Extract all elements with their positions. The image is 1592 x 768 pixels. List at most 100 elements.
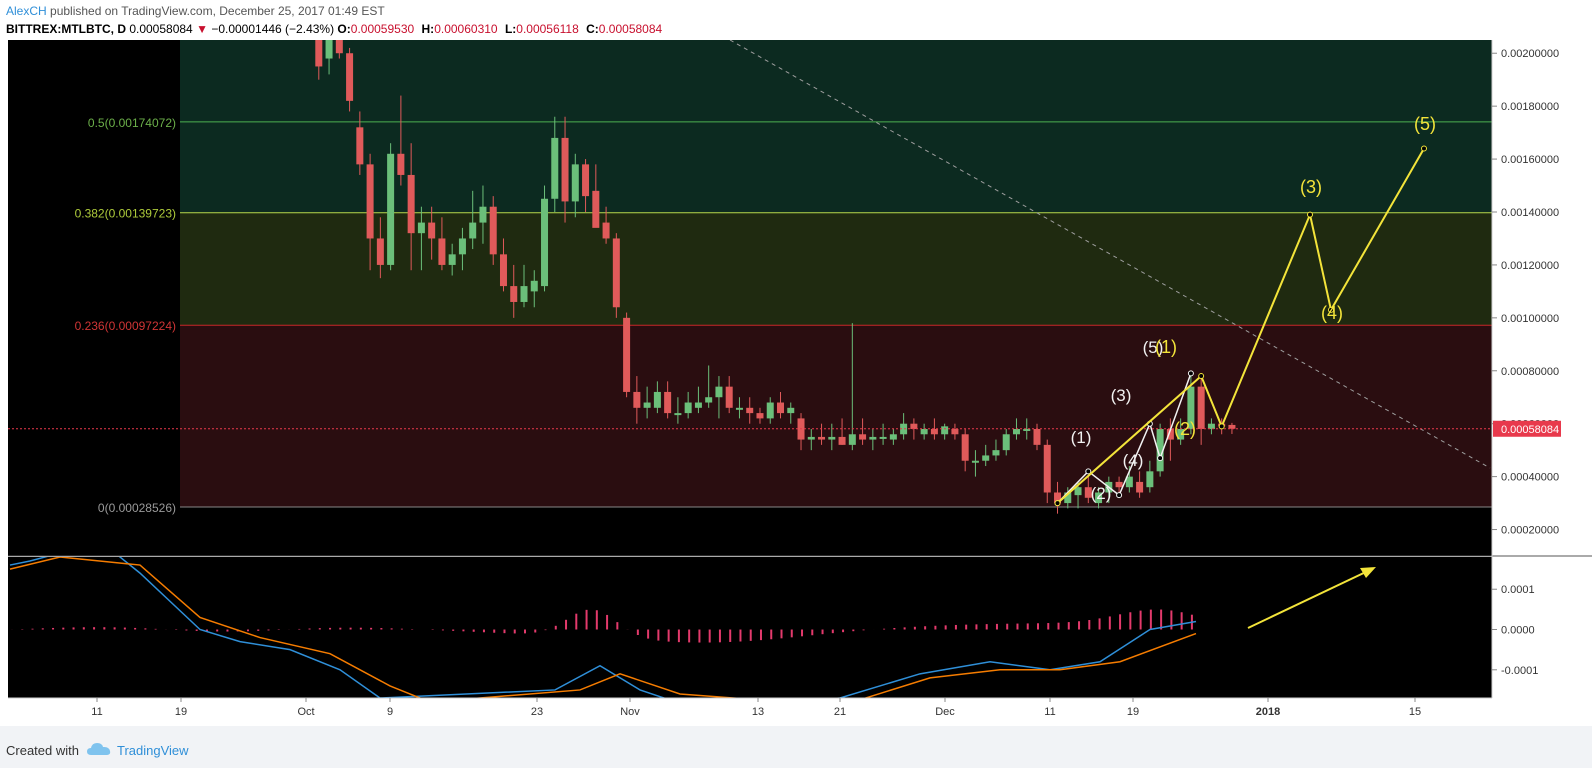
candle-body: [664, 391, 672, 414]
time-tick-label: 19: [1127, 706, 1139, 718]
candle-body: [1177, 428, 1185, 440]
yellow-wave-path: [1056, 147, 1425, 504]
price-tick-label: 0.00120000: [1501, 260, 1559, 272]
time-tick-label: 15: [1409, 706, 1421, 718]
time-tick-label: 21: [834, 706, 846, 718]
candle-body: [889, 434, 897, 440]
wave-point: [1116, 492, 1123, 499]
published-text: published on TradingView.com, December 2…: [50, 4, 385, 18]
candle-body: [859, 434, 867, 440]
open-value: 0.00059530: [350, 22, 415, 36]
wave-label-yellow: (3): [1300, 177, 1322, 197]
price-tick-label: 0.00040000: [1501, 472, 1559, 484]
macd-tick-label: -0.0001: [1501, 665, 1538, 677]
signal-line: [9, 557, 1197, 698]
time-tick-label: Nov: [620, 706, 640, 718]
candle-body: [315, 40, 323, 67]
last-price-tag-text: 0.00058084: [1501, 424, 1559, 436]
candle-body: [1033, 428, 1041, 445]
macd-tick-label: 0.0001: [1501, 584, 1535, 596]
candle-body: [705, 397, 713, 403]
candle-body: [551, 137, 559, 199]
fib-zone-lower: [180, 325, 1492, 507]
candle-body: [407, 174, 415, 234]
candle-body: [1043, 444, 1051, 493]
trend-line: [729, 40, 1491, 469]
candle-body: [520, 286, 528, 302]
price-tick-label: 0.00160000: [1501, 154, 1559, 166]
macd-arrow-line: [1247, 569, 1371, 629]
price-chart[interactable]: 0.5(0.00174072) 0.382(0.00139723) 0.236(0.…: [0, 40, 1592, 726]
candle-body: [818, 436, 826, 440]
candle-body: [674, 413, 682, 416]
candle-body: [346, 53, 354, 101]
candle-body: [366, 164, 374, 239]
candle-body: [623, 317, 631, 392]
candle-body: [982, 455, 990, 461]
candle-body: [1156, 428, 1164, 472]
wave-point: [1218, 423, 1225, 430]
candle-body: [746, 407, 754, 414]
fib-zone-middle: [180, 212, 1492, 326]
candle-body: [1095, 492, 1103, 504]
tradingview-link[interactable]: TradingView: [117, 743, 189, 758]
wave-point: [1157, 455, 1164, 462]
down-arrow-icon: ▼: [196, 22, 208, 36]
wave-label-white: (4): [1123, 451, 1144, 470]
candle-body: [961, 434, 969, 461]
candle-body: [335, 40, 343, 54]
candle-body: [1187, 386, 1195, 429]
wave-point: [1328, 306, 1334, 313]
time-tick-label: 2018: [1256, 706, 1280, 718]
macd-line: [9, 557, 1197, 698]
wave-label-white: (1): [1071, 428, 1092, 447]
wave-label-white: (5): [1143, 338, 1164, 357]
time-tick-label: 9: [387, 706, 393, 718]
time-tick-label: 13: [752, 706, 764, 718]
high-label: H:: [421, 22, 435, 36]
candle-body: [694, 402, 702, 408]
candle-body: [458, 238, 466, 255]
candle-body: [1074, 487, 1082, 496]
low-label: L:: [504, 22, 517, 36]
price-tick-label: 0.00200000: [1501, 48, 1559, 60]
candle-body: [397, 153, 405, 175]
candle-body: [777, 402, 784, 414]
candle-body: [879, 436, 887, 439]
white-wave-path: [1056, 373, 1192, 504]
candle-body: [1002, 434, 1010, 451]
author-link[interactable]: AlexCH: [6, 4, 47, 18]
candle-body: [571, 164, 579, 202]
close-label: C:: [586, 22, 599, 36]
high-value: 0.00060310: [434, 22, 498, 36]
macd-tick-label: 0.0000: [1501, 625, 1535, 637]
candle-body: [489, 206, 497, 255]
close-value: 0.00058084: [598, 22, 663, 36]
candle-body: [1125, 476, 1133, 488]
last-price: 0.00058084: [129, 22, 193, 36]
candle-body: [510, 286, 518, 302]
candle-body: [838, 436, 846, 445]
time-tick-label: 11: [91, 706, 102, 718]
candle-body: [684, 402, 692, 414]
footer: Created with TradingView: [0, 726, 1592, 768]
candle-body: [807, 436, 815, 440]
candle-body: [1012, 428, 1020, 435]
time-tick-label: 19: [175, 706, 187, 718]
open-label: O:: [337, 22, 351, 36]
time-tick-label: Oct: [297, 706, 314, 718]
candle-body: [592, 190, 600, 228]
price-tick-label: 0.00100000: [1501, 313, 1559, 325]
candle-body: [428, 222, 436, 239]
candle-body: [900, 423, 908, 435]
candle-body: [848, 434, 856, 445]
symbol-name[interactable]: BITTREX:MTLBTC, D: [6, 22, 126, 36]
symbol-line: BITTREX:MTLBTC, D 0.00058084 ▼ −0.000014…: [6, 22, 666, 36]
candle-body: [910, 423, 918, 429]
candle-body: [356, 127, 364, 165]
candle-body: [828, 436, 836, 440]
last-price-tag: [1493, 420, 1561, 437]
candle-body: [920, 428, 928, 435]
created-with-text: Created with: [6, 743, 79, 758]
candle-body: [1084, 487, 1092, 498]
